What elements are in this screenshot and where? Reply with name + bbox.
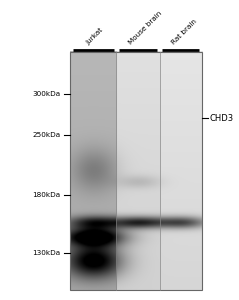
Text: CHD3: CHD3 [210, 114, 234, 123]
Text: 130kDa: 130kDa [33, 250, 61, 256]
Text: 300kDa: 300kDa [33, 92, 61, 98]
Text: Rat brain: Rat brain [170, 18, 198, 46]
Text: 250kDa: 250kDa [33, 132, 61, 138]
Text: Mouse brain: Mouse brain [127, 10, 163, 46]
Text: 180kDa: 180kDa [33, 191, 61, 197]
Text: Jurkat: Jurkat [85, 27, 104, 46]
